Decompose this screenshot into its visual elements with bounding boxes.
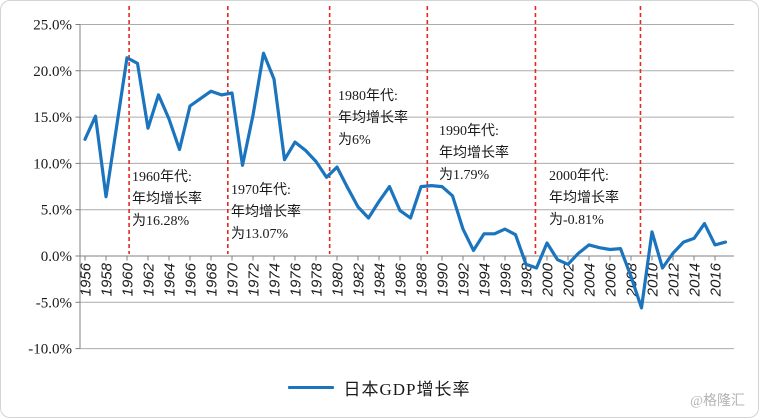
x-tick-label: 1984 xyxy=(372,263,389,296)
x-tick-label: 1992 xyxy=(456,262,473,296)
x-tick-label: 2002 xyxy=(561,262,578,297)
x-tick-label: 1998 xyxy=(519,262,536,296)
x-tick-label: 2016 xyxy=(708,262,725,297)
x-tick-label: 1978 xyxy=(309,262,326,296)
x-tick-label: 1960 xyxy=(120,262,137,296)
decade-annotation-1960s: 1960年代: 年均增长率 为16.28% xyxy=(132,167,202,233)
annotation-line: 1990年代: xyxy=(439,124,499,139)
x-tick-label: 1964 xyxy=(162,263,179,296)
legend: 日本GDP增长率 xyxy=(1,375,758,400)
annotation-line: 年均增长率 xyxy=(439,146,509,161)
x-tick-label: 1990 xyxy=(435,262,452,296)
x-tick-label: 2014 xyxy=(687,263,704,297)
decade-annotation-1980s: 1980年代: 年均增长率 为6% xyxy=(338,86,408,152)
y-tick-label: 15.0% xyxy=(33,110,72,126)
x-tick-label: 1974 xyxy=(267,263,284,296)
x-tick-label: 1962 xyxy=(141,262,158,296)
x-tick-label: 2012 xyxy=(666,262,683,297)
annotation-line: 为13.07% xyxy=(231,227,289,242)
annotation-line: 为-0.81% xyxy=(549,213,604,228)
x-tick-label: 1980 xyxy=(330,262,347,296)
y-tick-label: 5.0% xyxy=(41,203,72,219)
y-tick-label: 0.0% xyxy=(41,249,72,265)
y-tick-label: -5.0% xyxy=(36,295,72,311)
x-tick-label: 1970 xyxy=(225,262,242,296)
annotation-line: 1960年代: xyxy=(132,170,192,185)
annotation-line: 2000年代: xyxy=(549,169,609,184)
y-axis-labels: 25.0% 20.0% 15.0% 10.0% 5.0% 0.0% -5.0% -10.0% xyxy=(28,18,72,358)
decade-annotation-1990s: 1990年代: 年均增长率 为1.79% xyxy=(439,121,509,187)
x-tick-label: 1982 xyxy=(351,262,368,296)
annotation-line: 年均增长率 xyxy=(549,191,619,206)
y-tick-label: 25.0% xyxy=(33,18,72,34)
x-tick-label: 2000 xyxy=(540,262,557,297)
decade-annotation-1970s: 1970年代: 年均增长率 为13.07% xyxy=(231,180,301,246)
annotation-line: 年均增长率 xyxy=(338,111,408,126)
x-tick-label: 1996 xyxy=(498,262,515,296)
x-tick-label: 1956 xyxy=(78,262,95,296)
annotation-line: 1970年代: xyxy=(231,183,291,198)
annotation-line: 年均增长率 xyxy=(132,192,202,207)
x-tick-label: 1976 xyxy=(288,262,305,296)
x-tick-label: 1958 xyxy=(99,262,116,296)
x-tick-label: 1994 xyxy=(477,263,494,296)
annotation-line: 为6% xyxy=(338,133,371,148)
annotation-line: 年均增长率 xyxy=(231,205,301,220)
x-tick-label: 1988 xyxy=(414,262,431,296)
gridlines xyxy=(75,24,734,350)
y-tick-label: 20.0% xyxy=(33,64,72,80)
annotation-line: 1980年代: xyxy=(338,89,398,104)
annotation-line: 为16.28% xyxy=(132,214,190,229)
x-tick-label: 1972 xyxy=(246,262,263,296)
legend-series-label: 日本GDP增长率 xyxy=(343,380,471,399)
x-axis-labels: 1956 1958 1960 1962 1964 1966 1968 1970 1972 1974… xyxy=(78,256,725,297)
annotation-line: 为1.79% xyxy=(439,168,490,183)
y-tick-label: 10.0% xyxy=(33,156,72,172)
x-tick-label: 1966 xyxy=(183,262,200,296)
watermark: @格隆汇 xyxy=(690,394,745,409)
x-tick-label: 2010 xyxy=(645,262,662,297)
gdp-growth-series-line xyxy=(83,51,728,310)
legend-line-swatch xyxy=(288,386,335,389)
x-tick-label: 2006 xyxy=(603,262,620,297)
x-tick-label: 1986 xyxy=(393,262,410,296)
x-tick-label: 2004 xyxy=(582,263,599,297)
decade-annotation-2000s: 2000年代: 年均增长率 为-0.81% xyxy=(549,166,619,232)
x-tick-label: 1968 xyxy=(204,262,221,296)
y-tick-label: -10.0% xyxy=(28,342,72,358)
decade-reference-lines xyxy=(128,6,642,254)
